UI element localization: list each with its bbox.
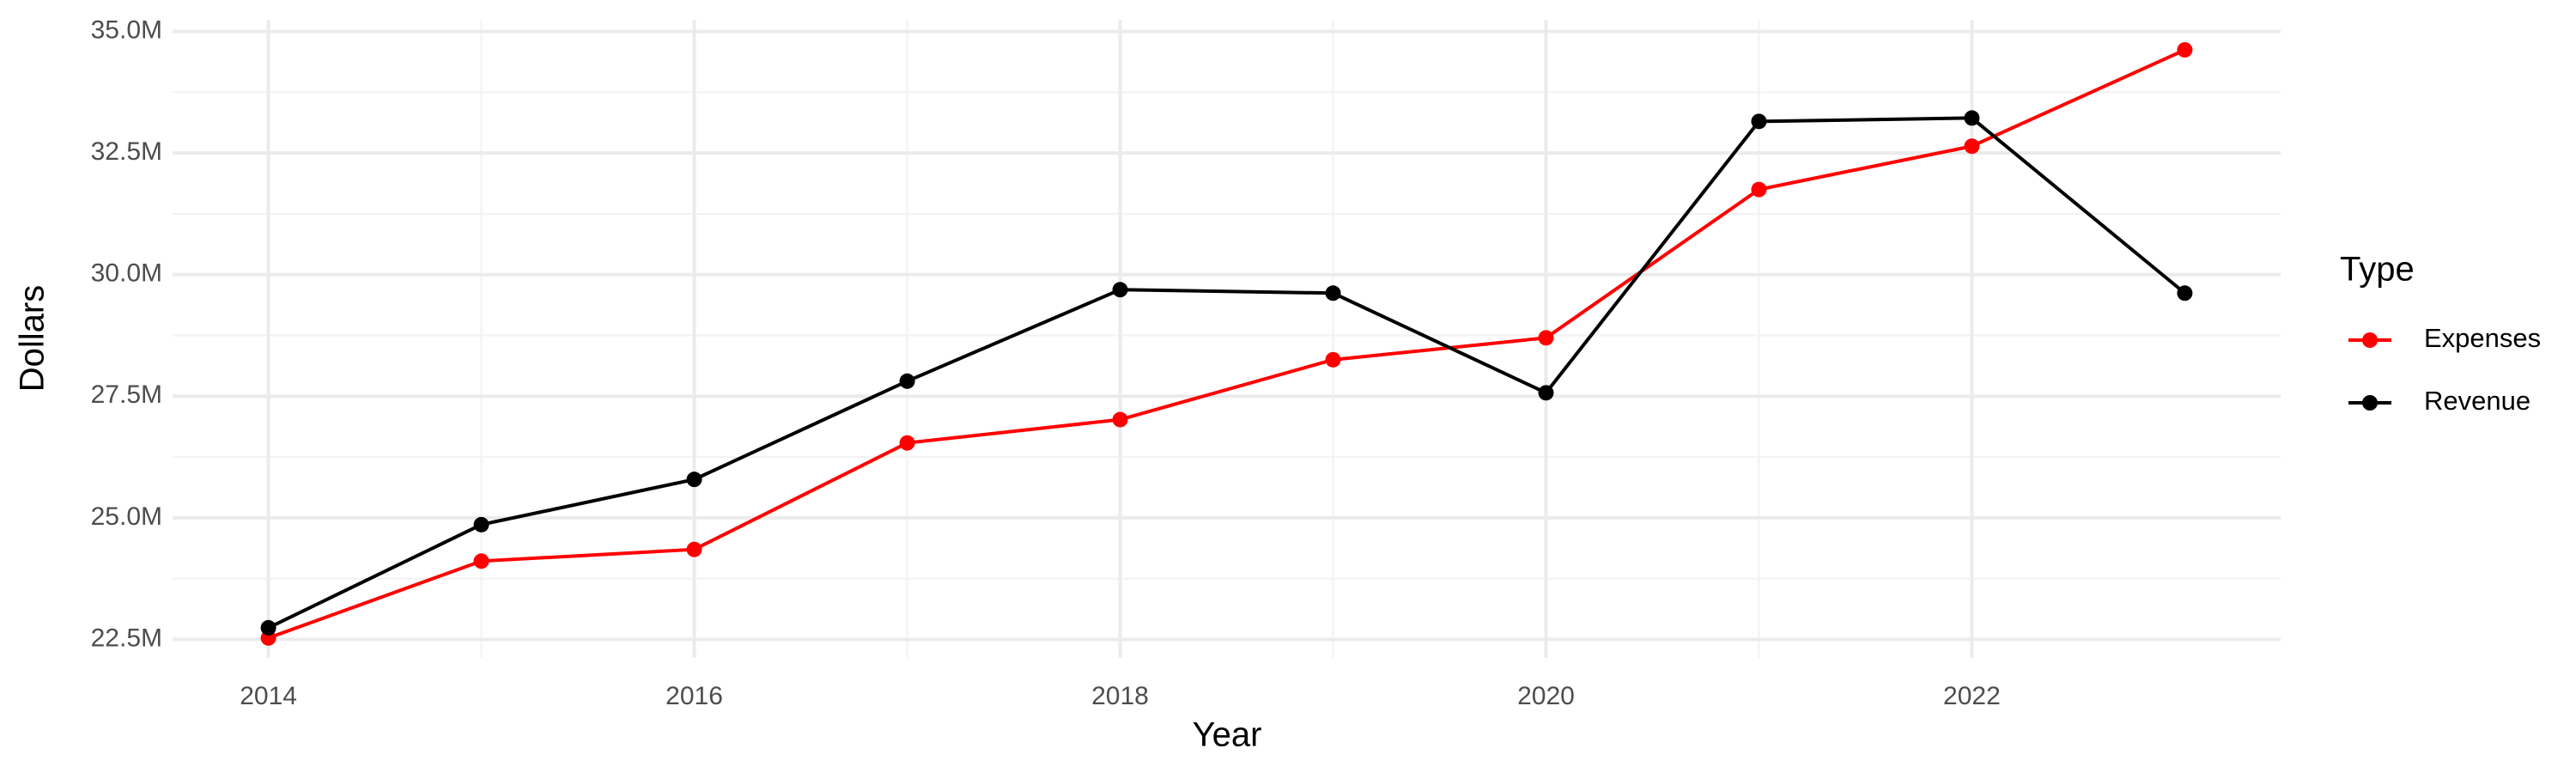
y-axis-title: Dollars	[14, 285, 52, 392]
y-tick-label: 32.5M	[91, 137, 162, 166]
data-point	[473, 516, 489, 533]
x-axis-title: Year	[1193, 716, 1262, 754]
x-tick-label: 2020	[1517, 682, 1575, 710]
y-tick-label: 27.5M	[91, 380, 162, 409]
legend-title: Type	[2340, 251, 2415, 289]
data-point	[686, 541, 702, 557]
data-point	[2177, 285, 2193, 301]
x-tick-label: 2014	[240, 682, 297, 710]
data-point	[1964, 138, 1980, 155]
y-tick-label: 30.0M	[91, 259, 162, 288]
series-line	[267, 48, 2186, 640]
data-point	[1538, 385, 1554, 401]
x-tick-label: 2016	[665, 682, 723, 710]
data-point	[1538, 330, 1554, 346]
data-point	[686, 472, 702, 488]
x-tick-label: 2022	[1943, 682, 2001, 710]
legend-swatch-point	[2362, 332, 2378, 348]
data-point	[2177, 42, 2193, 58]
data-point	[1112, 411, 1128, 428]
data-point	[260, 619, 276, 636]
series-line	[267, 116, 2186, 630]
data-point	[473, 553, 489, 569]
data-point	[899, 435, 915, 451]
data-point	[899, 373, 915, 389]
data-point	[1964, 110, 1980, 126]
x-tick-label: 2018	[1091, 682, 1149, 710]
data-point	[1751, 113, 1767, 130]
y-tick-label: 25.0M	[91, 502, 162, 531]
legend-label: Expenses	[2424, 323, 2541, 353]
y-tick-label: 22.5M	[91, 624, 162, 652]
legend-label: Revenue	[2424, 386, 2530, 416]
data-point	[1751, 181, 1767, 198]
legend-swatch-point	[2362, 395, 2378, 411]
data-point	[1112, 282, 1128, 298]
data-point	[1325, 285, 1341, 301]
y-tick-label: 35.0M	[91, 16, 162, 45]
data-point	[1325, 351, 1341, 368]
